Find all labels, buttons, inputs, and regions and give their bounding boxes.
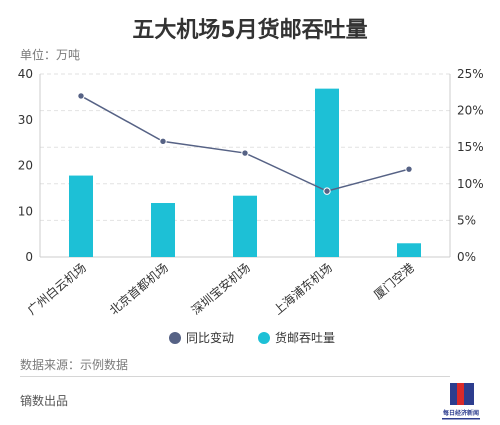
y-right-tick-label: 20% (457, 104, 484, 118)
y-left-tick-label: 0 (25, 250, 33, 264)
chart-title: 五大机场5月货邮吞吐量 (132, 18, 368, 43)
x-tick-label: 上海浦东机场 (270, 260, 335, 318)
producer-label: 镝数出品 (20, 394, 69, 408)
y-left-tick-label: 40 (18, 67, 33, 81)
legend-marker (169, 332, 181, 344)
footer-divider (20, 376, 450, 377)
line-point (405, 165, 413, 173)
y-right-tick-label: 0% (457, 250, 476, 264)
legend-label: 货邮吞吐量 (275, 330, 335, 345)
y-left-tick-label: 30 (18, 113, 33, 127)
line-point (159, 137, 167, 146)
y-right-tick-label: 10% (457, 177, 484, 191)
bar (315, 88, 339, 257)
logo-text: 每日经济新闻 (442, 409, 479, 417)
y-left-tick-label: 10 (18, 204, 33, 218)
bar (397, 243, 421, 257)
bar-layer (69, 88, 421, 257)
line-point (241, 149, 249, 157)
x-tick-label: 广州白云机场 (24, 260, 89, 318)
legend-marker (258, 332, 270, 344)
y-right-tick-label: 25% (457, 67, 484, 81)
legend-label: 同比变动 (186, 330, 234, 345)
x-tick-label: 深圳宝安机场 (188, 260, 253, 318)
y-right-tick-label: 5% (457, 213, 476, 227)
bar (233, 195, 257, 257)
y-right-tick-label: 15% (457, 140, 484, 154)
x-tick-label: 厦门空港 (371, 260, 417, 302)
line-point (77, 92, 85, 100)
line-layer (77, 92, 413, 195)
legend: 同比变动 货邮吞吐量 (169, 330, 335, 345)
x-tick-label: 北京首都机场 (107, 261, 171, 318)
bar (151, 203, 175, 257)
unit-label: 单位：万吨 (20, 48, 81, 62)
y-left-tick-label: 20 (18, 159, 33, 173)
bar (69, 175, 93, 257)
brand-logo: 每日经济新闻 (442, 383, 480, 420)
source-note: 数据来源：示例数据 (20, 358, 129, 372)
line-point (323, 187, 331, 195)
